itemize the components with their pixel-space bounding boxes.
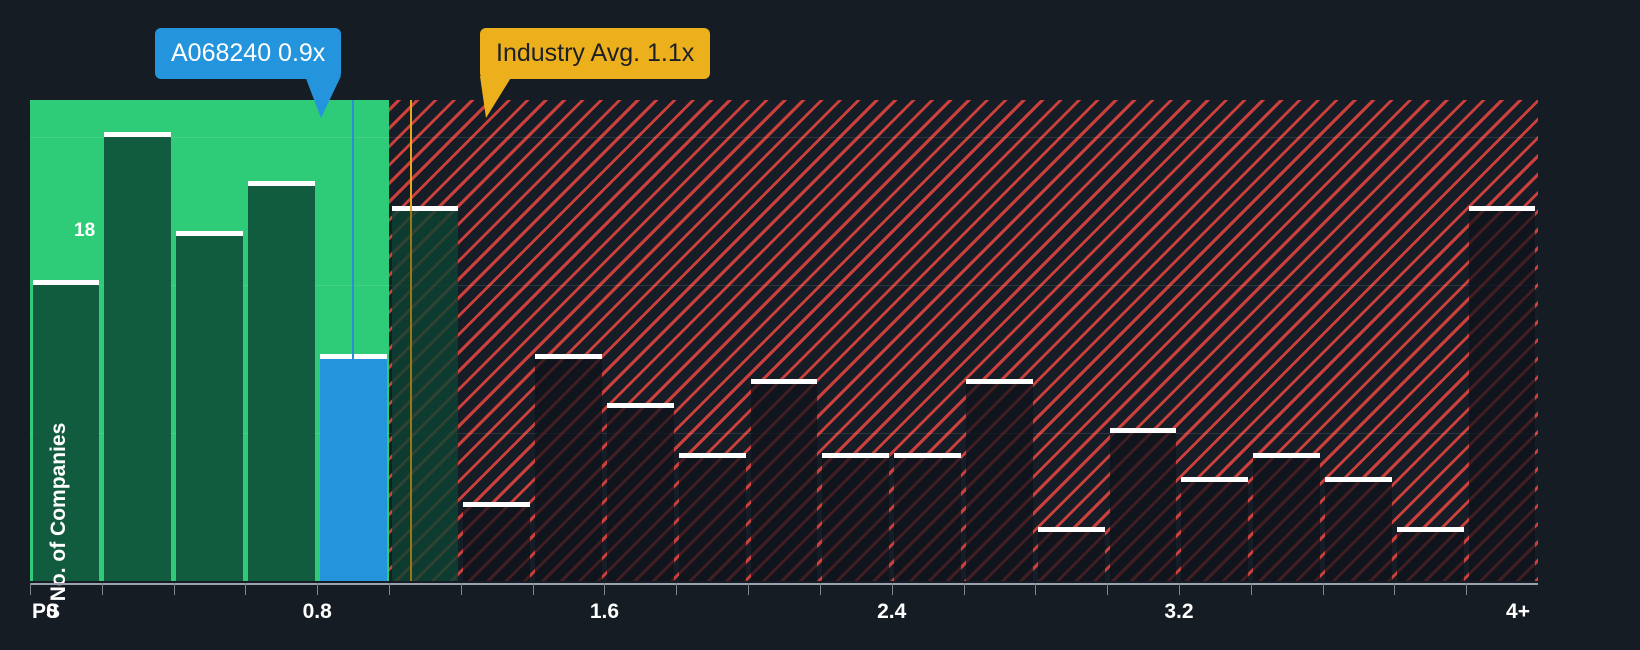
bar-top-cap (1468, 206, 1536, 211)
x-axis-tick-label: 3.2 (1164, 600, 1194, 623)
histogram-bar (750, 378, 818, 581)
bar-top-cap (32, 280, 100, 285)
x-axis-tick (532, 583, 534, 595)
histogram-bar (1037, 526, 1105, 581)
x-axis-tick (30, 583, 31, 595)
bar-top-cap (1181, 477, 1249, 483)
industry-marker-line (409, 100, 412, 211)
histogram-bar (822, 452, 890, 581)
x-axis-tick (389, 583, 391, 595)
x-axis-tick-label: 4+ (1506, 600, 1530, 623)
bar-top-cap (606, 403, 674, 409)
bar-top-cap (176, 230, 243, 236)
x-axis-title: PS (32, 600, 61, 623)
x-axis-tick (1178, 583, 1180, 595)
histogram-bar (606, 403, 674, 581)
histogram-bar (247, 181, 315, 581)
x-axis-tick-label: 2.4 (877, 600, 907, 623)
x-axis-tick (245, 583, 247, 595)
x-axis-tick (676, 583, 678, 595)
x-axis-tick (1394, 583, 1396, 595)
bar-top-cap (535, 354, 602, 359)
x-axis-tick (1107, 583, 1109, 595)
bar-top-cap (247, 181, 315, 187)
x-axis-line (30, 583, 1538, 585)
bar-top-cap (1396, 526, 1464, 532)
x-axis-tick (1250, 583, 1252, 595)
x-axis-tick (101, 583, 103, 595)
x-axis-tick-label: 0.8 (302, 600, 332, 623)
bar-top-cap (1253, 452, 1321, 458)
histogram-bar (1109, 428, 1177, 581)
x-axis-tick (891, 583, 893, 595)
bar-top-cap (1325, 477, 1392, 483)
x-axis-tick (963, 583, 965, 595)
histogram-bar (32, 280, 100, 581)
industry-callout-label[interactable]: Industry Avg. 1.1x (480, 28, 711, 79)
plot-area: 18 No. of Companies (30, 100, 1538, 601)
histogram-bar (1468, 206, 1536, 581)
x-axis-tick (460, 583, 462, 595)
histogram-bar (535, 354, 602, 581)
company-marker-line (352, 100, 355, 359)
histogram-bar (391, 206, 459, 581)
x-axis-tick (1466, 583, 1468, 595)
bar-top-cap (966, 378, 1033, 384)
bar-top-cap (1109, 428, 1177, 433)
bar-top-cap (391, 206, 459, 211)
x-axis-tick-label: 1.6 (589, 600, 620, 623)
histogram-bar (678, 452, 746, 581)
bar-top-cap (894, 452, 961, 458)
x-axis-tick (317, 583, 319, 595)
bar-top-cap (1037, 526, 1105, 532)
bar-series (30, 100, 1538, 581)
bar-top-cap (104, 132, 172, 137)
histogram-bar (1181, 477, 1249, 581)
bar-top-cap (678, 452, 746, 458)
y-axis-max-label: 18 (74, 220, 96, 241)
histogram-bar (176, 230, 243, 581)
histogram-bar (1396, 526, 1464, 581)
y-axis-title: No. of Companies (47, 422, 70, 602)
company-callout-label[interactable]: A068240 0.9x (155, 28, 342, 79)
x-axis-tick (604, 583, 606, 595)
industry-marker-line-lower (409, 211, 412, 581)
histogram-bar (1325, 477, 1392, 581)
x-axis-tick (748, 583, 750, 595)
histogram-bar (1253, 452, 1321, 581)
bar-top-cap (750, 378, 818, 384)
bar-top-cap (822, 452, 890, 458)
x-axis-tick (1035, 583, 1037, 595)
x-axis-tick (819, 583, 821, 595)
histogram-bar (894, 452, 961, 581)
x-axis-tick (1322, 583, 1324, 595)
histogram-bar (463, 502, 531, 581)
company-callout-tail (305, 76, 341, 118)
histogram-bar (319, 354, 387, 581)
histogram-bar (966, 378, 1033, 581)
histogram-bar (104, 132, 172, 581)
x-axis-tick-label: 0 (46, 600, 58, 623)
bar-top-cap (463, 502, 531, 507)
x-axis-tick (173, 583, 175, 595)
industry-callout-tail (480, 76, 512, 118)
